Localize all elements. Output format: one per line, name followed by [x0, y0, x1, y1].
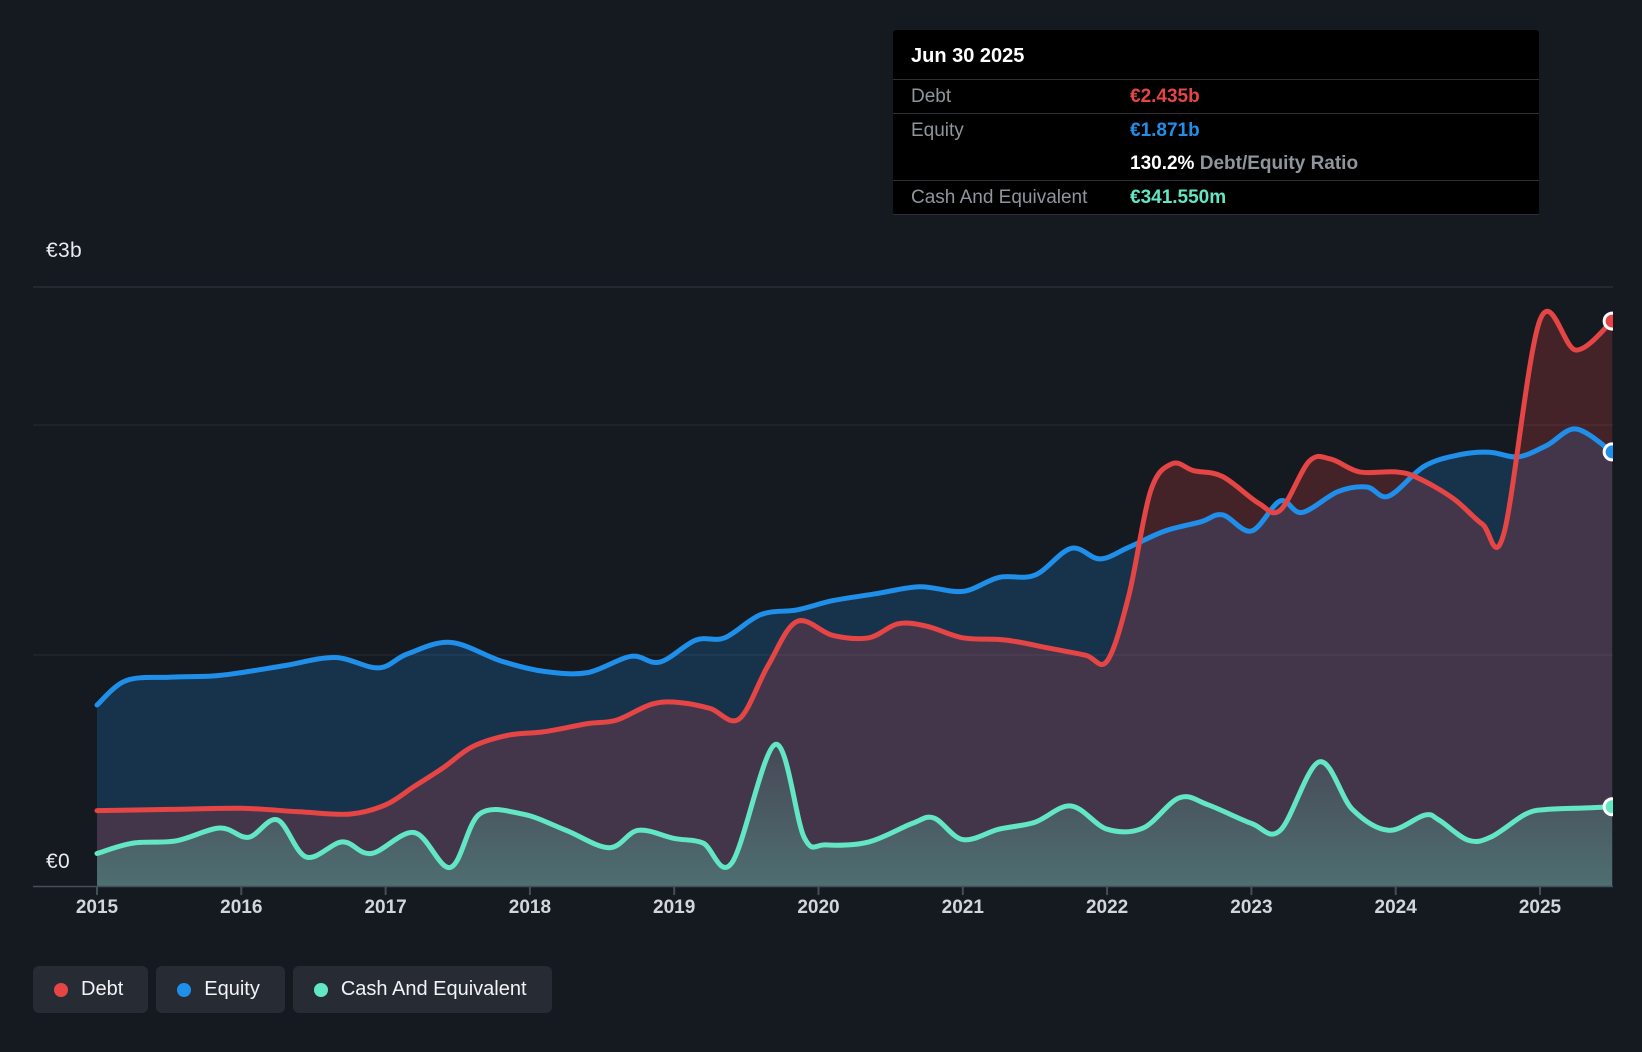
x-axis-label-2016: 2016 — [220, 897, 262, 919]
tooltip-cash-value: €341.550m — [1130, 187, 1226, 209]
x-axis-label-2020: 2020 — [797, 897, 839, 919]
tooltip-row-equity: Equity €1.871b — [893, 114, 1539, 147]
tooltip-debt-value: €2.435b — [1130, 86, 1200, 108]
tooltip-equity-label: Equity — [911, 120, 1130, 142]
chart-legend: Debt Equity Cash And Equivalent — [33, 966, 552, 1013]
x-axis-label-2017: 2017 — [364, 897, 406, 919]
debt-endpoint-marker — [1604, 313, 1620, 329]
tooltip-ratio: 130.2% Debt/Equity Ratio — [1130, 153, 1358, 175]
x-axis-label-2015: 2015 — [76, 897, 118, 919]
x-axis-label-2025: 2025 — [1519, 897, 1561, 919]
legend-item-equity[interactable]: Equity — [156, 966, 285, 1013]
tooltip-date: Jun 30 2025 — [893, 30, 1539, 80]
tooltip-debt-label: Debt — [911, 86, 1130, 108]
legend-equity-label: Equity — [204, 978, 260, 1001]
x-axis-label-2023: 2023 — [1230, 897, 1272, 919]
cash-series-dot-icon — [314, 983, 328, 997]
chart-tooltip: Jun 30 2025 Debt €2.435b Equity €1.871b … — [893, 30, 1539, 215]
tooltip-row-ratio: 130.2% Debt/Equity Ratio — [893, 147, 1539, 181]
tooltip-ratio-value: 130.2% — [1130, 153, 1194, 174]
x-axis-label-2024: 2024 — [1375, 897, 1417, 919]
x-axis-label-2021: 2021 — [942, 897, 984, 919]
y-axis-label-zero: €0 — [46, 850, 70, 874]
y-axis-label-top: €3b — [46, 239, 82, 263]
legend-item-cash[interactable]: Cash And Equivalent — [293, 966, 552, 1013]
tooltip-ratio-label: Debt/Equity Ratio — [1194, 153, 1358, 174]
plot-area[interactable] — [97, 311, 1620, 886]
equity-series-dot-icon — [177, 983, 191, 997]
debt-series-dot-icon — [54, 983, 68, 997]
x-axis-label-2022: 2022 — [1086, 897, 1128, 919]
tooltip-equity-value: €1.871b — [1130, 120, 1200, 142]
cash-endpoint-marker — [1604, 799, 1620, 815]
legend-debt-label: Debt — [81, 978, 123, 1001]
x-axis-label-2019: 2019 — [653, 897, 695, 919]
debt-equity-history-chart: €3b €0 2015 2016 2017 2018 2019 2020 2021 2022 2… — [0, 0, 1642, 1052]
tooltip-row-debt: Debt €2.435b — [893, 80, 1539, 114]
tooltip-cash-label: Cash And Equivalent — [911, 187, 1130, 209]
legend-item-debt[interactable]: Debt — [33, 966, 148, 1013]
legend-cash-label: Cash And Equivalent — [341, 978, 527, 1001]
x-axis-label-2018: 2018 — [509, 897, 551, 919]
equity-endpoint-marker — [1604, 444, 1620, 460]
tooltip-row-cash: Cash And Equivalent €341.550m — [893, 181, 1539, 215]
